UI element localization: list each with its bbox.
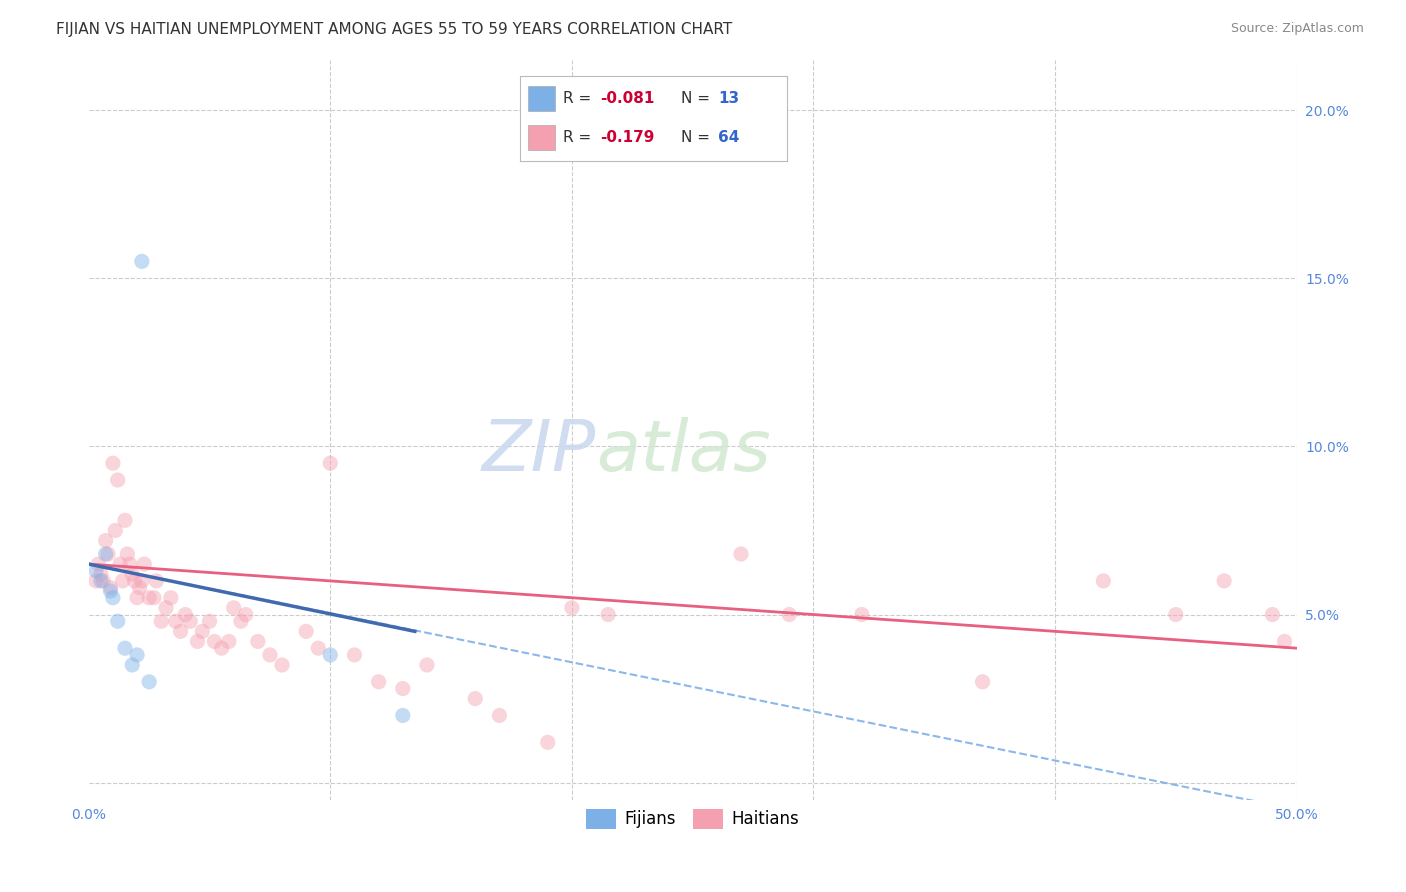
Point: [391, 681, 413, 696]
Point: [1274, 634, 1296, 648]
Text: N =: N =: [681, 130, 714, 145]
Point: [271, 658, 294, 673]
Point: [155, 600, 177, 615]
Point: [121, 658, 143, 673]
Point: [138, 591, 160, 605]
Point: [1213, 574, 1236, 588]
Point: [84, 574, 107, 588]
Text: N =: N =: [681, 91, 714, 106]
Point: [179, 614, 201, 628]
Text: atlas: atlas: [596, 417, 770, 486]
Point: [94, 547, 117, 561]
Point: [464, 691, 486, 706]
Point: [134, 557, 156, 571]
Point: [143, 591, 166, 605]
Point: [160, 591, 183, 605]
Point: [100, 581, 122, 595]
Point: [319, 456, 342, 470]
Point: [87, 557, 110, 571]
Point: [97, 547, 120, 561]
Point: [121, 567, 143, 582]
Point: [186, 634, 208, 648]
Point: [561, 600, 583, 615]
Point: [118, 557, 141, 571]
Point: [131, 254, 153, 268]
Point: [84, 564, 107, 578]
Point: [94, 533, 117, 548]
Point: [128, 581, 150, 595]
Point: [165, 614, 187, 628]
Point: [117, 547, 139, 561]
Text: 13: 13: [718, 91, 740, 106]
Point: [104, 524, 127, 538]
Point: [295, 624, 318, 639]
Point: [101, 456, 124, 470]
Point: [198, 614, 221, 628]
Point: [125, 591, 148, 605]
Text: -0.081: -0.081: [600, 91, 655, 106]
Point: [229, 614, 252, 628]
Point: [1092, 574, 1115, 588]
Point: [107, 614, 129, 628]
Point: [114, 641, 136, 656]
Text: ZIP: ZIP: [482, 417, 596, 486]
Point: [100, 584, 122, 599]
Text: R =: R =: [562, 130, 596, 145]
Point: [416, 658, 439, 673]
Point: [107, 473, 129, 487]
Point: [138, 674, 160, 689]
Point: [972, 674, 994, 689]
Point: [101, 591, 124, 605]
Point: [202, 634, 225, 648]
Point: [488, 708, 510, 723]
Point: [307, 641, 329, 656]
Point: [124, 574, 146, 588]
Point: [319, 648, 342, 662]
Point: [222, 600, 245, 615]
Point: [218, 634, 240, 648]
Point: [246, 634, 269, 648]
Point: [1261, 607, 1284, 622]
Point: [730, 547, 752, 561]
Point: [211, 641, 233, 656]
Point: [108, 557, 131, 571]
Point: [114, 513, 136, 527]
Point: [259, 648, 281, 662]
Text: FIJIAN VS HAITIAN UNEMPLOYMENT AMONG AGES 55 TO 59 YEARS CORRELATION CHART: FIJIAN VS HAITIAN UNEMPLOYMENT AMONG AGE…: [56, 22, 733, 37]
Point: [125, 648, 148, 662]
Point: [235, 607, 257, 622]
Point: [90, 567, 112, 582]
Text: Source: ZipAtlas.com: Source: ZipAtlas.com: [1230, 22, 1364, 36]
Point: [537, 735, 560, 749]
Text: -0.179: -0.179: [600, 130, 655, 145]
Point: [851, 607, 873, 622]
Text: R =: R =: [562, 91, 596, 106]
Legend: Fijians, Haitians: Fijians, Haitians: [579, 802, 806, 836]
FancyBboxPatch shape: [529, 86, 555, 112]
Point: [343, 648, 366, 662]
Point: [1164, 607, 1187, 622]
Point: [174, 607, 197, 622]
Point: [131, 574, 153, 588]
Point: [391, 708, 413, 723]
Point: [169, 624, 191, 639]
Point: [367, 674, 389, 689]
Point: [598, 607, 620, 622]
Point: [91, 574, 114, 588]
Point: [150, 614, 173, 628]
Point: [778, 607, 800, 622]
Point: [145, 574, 167, 588]
Point: [90, 574, 112, 588]
Point: [191, 624, 214, 639]
Text: 64: 64: [718, 130, 740, 145]
Point: [111, 574, 134, 588]
FancyBboxPatch shape: [529, 125, 555, 151]
